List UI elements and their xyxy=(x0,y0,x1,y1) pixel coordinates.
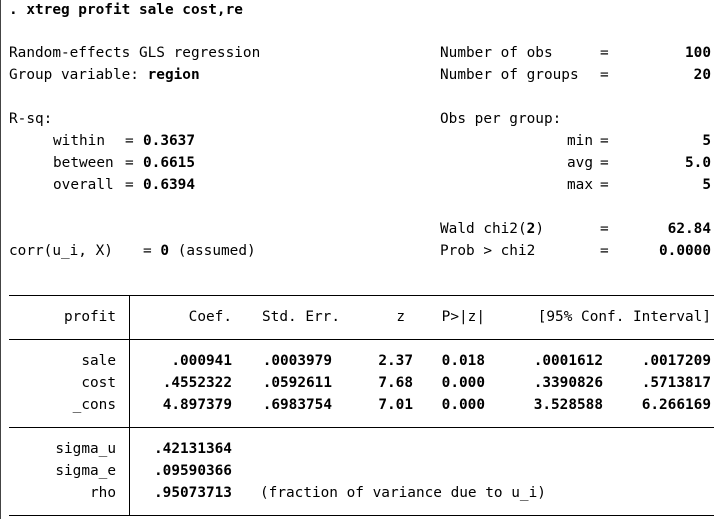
row-cons-name: _cons xyxy=(72,397,116,413)
row-sale-name: sale xyxy=(81,353,116,369)
wald-label: Wald chi2(2) xyxy=(440,221,544,237)
wald-value: 62.84 xyxy=(667,221,711,237)
row-sale-z: 2.37 xyxy=(378,353,413,369)
group-variable-name: region xyxy=(147,67,200,83)
corr-value: = 0 (assumed) xyxy=(143,243,256,259)
obs-max-value: 5 xyxy=(702,177,711,193)
row-cost-ci-high: .5713817 xyxy=(641,375,711,391)
rho-value: .95073713 xyxy=(154,485,232,501)
stderr-header: Std. Err. xyxy=(262,309,340,325)
command-line[interactable]: . xtreg profit sale cost,re xyxy=(9,2,243,18)
group-variable-line: Group variable: region xyxy=(9,66,200,84)
rsq-within-label: within xyxy=(53,133,105,149)
rho-note: (fraction of variance due to u_i) xyxy=(260,485,546,501)
row-cons-se: .6983754 xyxy=(262,397,332,413)
row-sale-coef: .000941 xyxy=(171,353,232,369)
obs-max-label: max xyxy=(567,177,593,193)
depvar-header: profit xyxy=(64,309,116,325)
prob-chi2-value: 0.0000 xyxy=(659,243,711,259)
row-cost-se: .0592611 xyxy=(262,375,332,391)
nobs-value: 100 xyxy=(685,45,711,61)
group-variable-label: Group variable: xyxy=(9,67,139,83)
rsq-overall-value: 0.6394 xyxy=(143,177,195,193)
row-cost-coef: .4552322 xyxy=(162,375,232,391)
table-mid-rule xyxy=(9,427,714,428)
row-sale-p: 0.018 xyxy=(441,353,485,369)
ngroups-eq: = xyxy=(600,67,609,83)
row-cons-ci-low: 3.528588 xyxy=(533,397,603,413)
rsq-within-eq: = xyxy=(125,133,134,149)
table-top-rule xyxy=(9,295,714,296)
table-header-rule xyxy=(9,339,714,340)
sigma-u-value: .42131364 xyxy=(154,441,232,457)
row-cost-z: 7.68 xyxy=(378,375,413,391)
row-cons-coef: 4.897379 xyxy=(162,397,232,413)
row-sale-ci-low: .0001612 xyxy=(533,353,603,369)
rsq-between-eq: = xyxy=(125,155,134,171)
rsq-overall-eq: = xyxy=(125,177,134,193)
sigma-u-label: sigma_u xyxy=(55,441,116,457)
ngroups-label: Number of groups xyxy=(440,67,579,83)
row-cons-p: 0.000 xyxy=(441,397,485,413)
obs-avg-eq: = xyxy=(600,155,609,171)
rsq-between-value: 0.6615 xyxy=(143,155,195,171)
rsq-within-value: 0.3637 xyxy=(143,133,195,149)
row-cons-ci-high: 6.266169 xyxy=(641,397,711,413)
obs-per-group-label: Obs per group: xyxy=(440,111,562,127)
row-sale-ci-high: .0017209 xyxy=(641,353,711,369)
model-title: Random-effects GLS regression xyxy=(9,45,261,61)
ngroups-value: 20 xyxy=(693,67,711,83)
rsq-between-label: between xyxy=(53,155,114,171)
obs-max-eq: = xyxy=(600,177,609,193)
table-divider xyxy=(129,295,130,516)
z-header: z xyxy=(396,309,405,325)
obs-avg-value: 5.0 xyxy=(685,155,711,171)
rsq-label: R-sq: xyxy=(9,111,53,127)
corr-label: corr(u_i, X) xyxy=(9,243,113,259)
rsq-overall-label: overall xyxy=(53,177,114,193)
rho-label: rho xyxy=(90,485,116,501)
nobs-eq: = xyxy=(600,45,609,61)
prob-chi2-label: Prob > chi2 xyxy=(440,243,536,259)
obs-min-eq: = xyxy=(600,133,609,149)
obs-min-value: 5 xyxy=(702,133,711,149)
row-cost-name: cost xyxy=(81,375,116,391)
wald-eq: = xyxy=(600,221,609,237)
sigma-e-label: sigma_e xyxy=(55,463,116,479)
obs-min-label: min xyxy=(567,133,593,149)
table-bottom-rule xyxy=(9,515,714,516)
nobs-label: Number of obs xyxy=(440,45,553,61)
ci-header: [95% Conf. Interval] xyxy=(537,309,711,325)
sigma-e-value: .09590366 xyxy=(154,463,232,479)
row-cost-p: 0.000 xyxy=(441,375,485,391)
pvalue-header: P>|z| xyxy=(441,309,485,325)
row-cons-z: 7.01 xyxy=(378,397,413,413)
obs-avg-label: avg xyxy=(567,155,593,171)
coef-header: Coef. xyxy=(188,309,232,325)
row-cost-ci-low: .3390826 xyxy=(533,375,603,391)
row-sale-se: .0003979 xyxy=(262,353,332,369)
wald-df: 2 xyxy=(526,221,536,237)
prob-chi2-eq: = xyxy=(600,243,609,259)
